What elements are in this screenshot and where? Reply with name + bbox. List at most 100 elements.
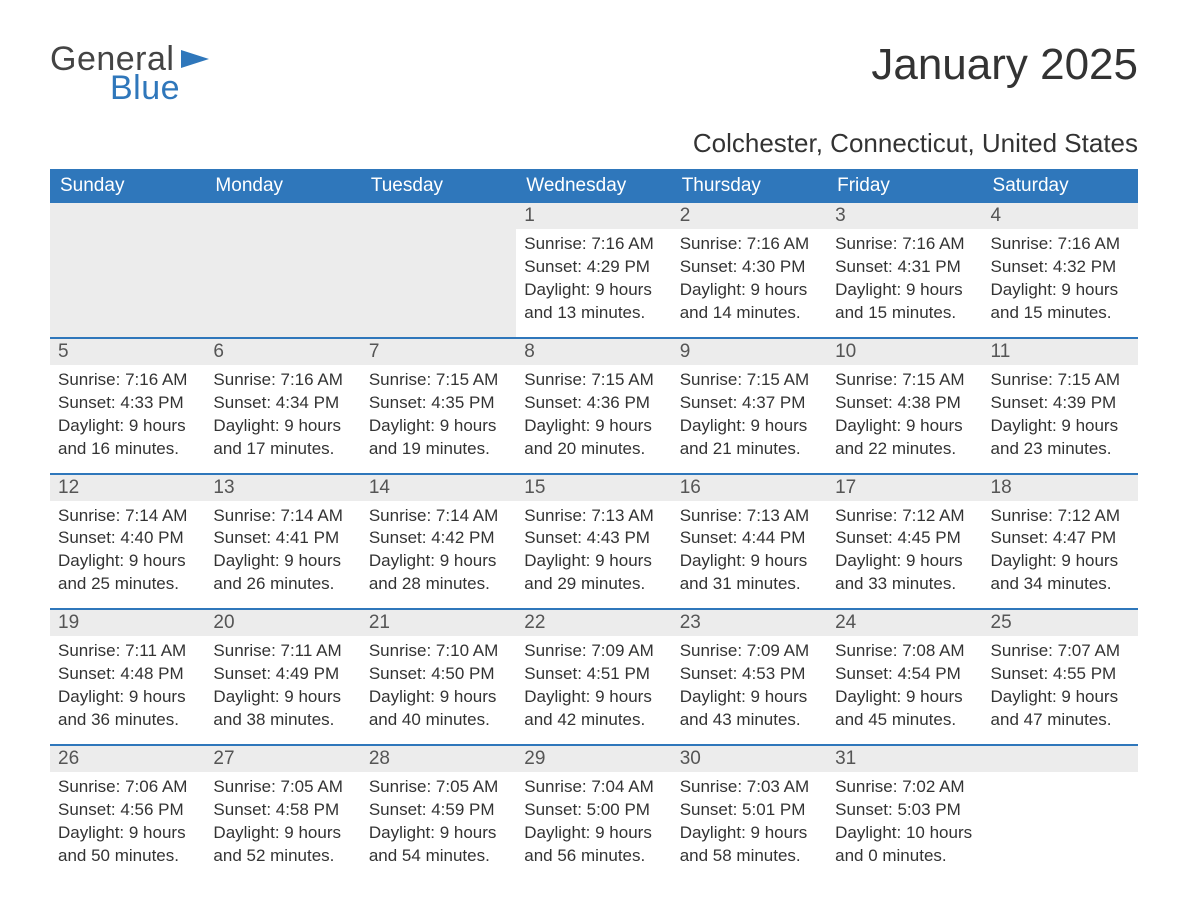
sunset-text: Sunset: 4:42 PM xyxy=(369,527,508,550)
daylight-line1: Daylight: 9 hours xyxy=(680,686,819,709)
daylight-line2: and 50 minutes. xyxy=(58,845,197,868)
weekday-header: Thursday xyxy=(672,169,827,203)
sunset-text: Sunset: 4:37 PM xyxy=(680,392,819,415)
daylight-line1: Daylight: 9 hours xyxy=(835,550,974,573)
daylight-line1: Daylight: 9 hours xyxy=(213,415,352,438)
daylight-line1: Daylight: 9 hours xyxy=(835,279,974,302)
daylight-line1: Daylight: 9 hours xyxy=(58,686,197,709)
daylight-line1: Daylight: 9 hours xyxy=(58,415,197,438)
sunrise-text: Sunrise: 7:13 AM xyxy=(524,505,663,528)
day-number: 28 xyxy=(361,744,516,772)
calendar-week-row: 12Sunrise: 7:14 AMSunset: 4:40 PMDayligh… xyxy=(50,473,1138,609)
sunrise-text: Sunrise: 7:06 AM xyxy=(58,776,197,799)
daylight-line2: and 22 minutes. xyxy=(835,438,974,461)
daylight-line2: and 20 minutes. xyxy=(524,438,663,461)
daylight-line2: and 42 minutes. xyxy=(524,709,663,732)
sunrise-text: Sunrise: 7:16 AM xyxy=(835,233,974,256)
brand-word2: Blue xyxy=(110,69,180,108)
daylight-line1: Daylight: 9 hours xyxy=(213,550,352,573)
sunrise-text: Sunrise: 7:14 AM xyxy=(213,505,352,528)
daylight-line1: Daylight: 9 hours xyxy=(524,550,663,573)
day-number: 11 xyxy=(983,337,1138,365)
sunrise-text: Sunrise: 7:15 AM xyxy=(524,369,663,392)
sunrise-text: Sunrise: 7:16 AM xyxy=(58,369,197,392)
day-details: Sunrise: 7:09 AMSunset: 4:53 PMDaylight:… xyxy=(672,636,827,744)
sunset-text: Sunset: 4:47 PM xyxy=(991,527,1130,550)
sunset-text: Sunset: 4:44 PM xyxy=(680,527,819,550)
sunrise-text: Sunrise: 7:16 AM xyxy=(991,233,1130,256)
brand-logo: General Blue xyxy=(50,40,210,108)
day-details: Sunrise: 7:15 AMSunset: 4:38 PMDaylight:… xyxy=(827,365,982,473)
daylight-line1: Daylight: 9 hours xyxy=(680,279,819,302)
daylight-line1: Daylight: 9 hours xyxy=(369,822,508,845)
daylight-line2: and 0 minutes. xyxy=(835,845,974,868)
weekday-header: Friday xyxy=(827,169,982,203)
calendar-day-cell: 16Sunrise: 7:13 AMSunset: 4:44 PMDayligh… xyxy=(672,473,827,609)
daylight-line2: and 13 minutes. xyxy=(524,302,663,325)
flag-icon xyxy=(180,48,210,70)
calendar-day-cell: 17Sunrise: 7:12 AMSunset: 4:45 PMDayligh… xyxy=(827,473,982,609)
day-number: 25 xyxy=(983,608,1138,636)
day-number: 14 xyxy=(361,473,516,501)
calendar-day-cell xyxy=(983,744,1138,880)
calendar-day-cell: 14Sunrise: 7:14 AMSunset: 4:42 PMDayligh… xyxy=(361,473,516,609)
day-number: 16 xyxy=(672,473,827,501)
sunrise-text: Sunrise: 7:15 AM xyxy=(680,369,819,392)
sunset-text: Sunset: 4:39 PM xyxy=(991,392,1130,415)
sunset-text: Sunset: 4:48 PM xyxy=(58,663,197,686)
sunrise-text: Sunrise: 7:15 AM xyxy=(835,369,974,392)
calendar-day-cell xyxy=(361,203,516,337)
calendar-day-cell: 9Sunrise: 7:15 AMSunset: 4:37 PMDaylight… xyxy=(672,337,827,473)
day-details: Sunrise: 7:11 AMSunset: 4:48 PMDaylight:… xyxy=(50,636,205,744)
calendar-day-cell: 22Sunrise: 7:09 AMSunset: 4:51 PMDayligh… xyxy=(516,608,671,744)
day-details: Sunrise: 7:11 AMSunset: 4:49 PMDaylight:… xyxy=(205,636,360,744)
day-number: 2 xyxy=(672,203,827,229)
sunrise-text: Sunrise: 7:02 AM xyxy=(835,776,974,799)
day-details: Sunrise: 7:12 AMSunset: 4:45 PMDaylight:… xyxy=(827,501,982,609)
daylight-line1: Daylight: 9 hours xyxy=(213,822,352,845)
day-number-empty xyxy=(983,744,1138,772)
day-details: Sunrise: 7:07 AMSunset: 4:55 PMDaylight:… xyxy=(983,636,1138,744)
sunrise-text: Sunrise: 7:16 AM xyxy=(680,233,819,256)
calendar-day-cell xyxy=(205,203,360,337)
sunset-text: Sunset: 4:41 PM xyxy=(213,527,352,550)
daylight-line2: and 52 minutes. xyxy=(213,845,352,868)
sunset-text: Sunset: 4:29 PM xyxy=(524,256,663,279)
day-number: 8 xyxy=(516,337,671,365)
sunset-text: Sunset: 4:45 PM xyxy=(835,527,974,550)
daylight-line2: and 38 minutes. xyxy=(213,709,352,732)
calendar-day-cell: 1Sunrise: 7:16 AMSunset: 4:29 PMDaylight… xyxy=(516,203,671,337)
day-number: 17 xyxy=(827,473,982,501)
sunrise-text: Sunrise: 7:16 AM xyxy=(524,233,663,256)
day-details: Sunrise: 7:04 AMSunset: 5:00 PMDaylight:… xyxy=(516,772,671,880)
sunset-text: Sunset: 4:31 PM xyxy=(835,256,974,279)
weekday-header: Saturday xyxy=(983,169,1138,203)
sunset-text: Sunset: 5:00 PM xyxy=(524,799,663,822)
day-number: 30 xyxy=(672,744,827,772)
calendar-day-cell: 20Sunrise: 7:11 AMSunset: 4:49 PMDayligh… xyxy=(205,608,360,744)
calendar-week-row: 1Sunrise: 7:16 AMSunset: 4:29 PMDaylight… xyxy=(50,203,1138,337)
day-details: Sunrise: 7:06 AMSunset: 4:56 PMDaylight:… xyxy=(50,772,205,880)
day-details: Sunrise: 7:14 AMSunset: 4:41 PMDaylight:… xyxy=(205,501,360,609)
sunrise-text: Sunrise: 7:12 AM xyxy=(835,505,974,528)
daylight-line1: Daylight: 9 hours xyxy=(991,550,1130,573)
sunset-text: Sunset: 4:54 PM xyxy=(835,663,974,686)
daylight-line2: and 31 minutes. xyxy=(680,573,819,596)
calendar-day-cell: 7Sunrise: 7:15 AMSunset: 4:35 PMDaylight… xyxy=(361,337,516,473)
calendar-day-cell: 12Sunrise: 7:14 AMSunset: 4:40 PMDayligh… xyxy=(50,473,205,609)
sunrise-text: Sunrise: 7:08 AM xyxy=(835,640,974,663)
calendar-day-cell: 4Sunrise: 7:16 AMSunset: 4:32 PMDaylight… xyxy=(983,203,1138,337)
day-number: 4 xyxy=(983,203,1138,229)
day-number: 21 xyxy=(361,608,516,636)
day-number: 27 xyxy=(205,744,360,772)
header-row: General Blue January 2025 xyxy=(50,40,1138,108)
daylight-line2: and 45 minutes. xyxy=(835,709,974,732)
daylight-line2: and 56 minutes. xyxy=(524,845,663,868)
day-number: 15 xyxy=(516,473,671,501)
weekday-header: Tuesday xyxy=(361,169,516,203)
day-details: Sunrise: 7:14 AMSunset: 4:40 PMDaylight:… xyxy=(50,501,205,609)
daylight-line2: and 23 minutes. xyxy=(991,438,1130,461)
day-number: 24 xyxy=(827,608,982,636)
sunrise-text: Sunrise: 7:14 AM xyxy=(369,505,508,528)
day-details: Sunrise: 7:02 AMSunset: 5:03 PMDaylight:… xyxy=(827,772,982,880)
